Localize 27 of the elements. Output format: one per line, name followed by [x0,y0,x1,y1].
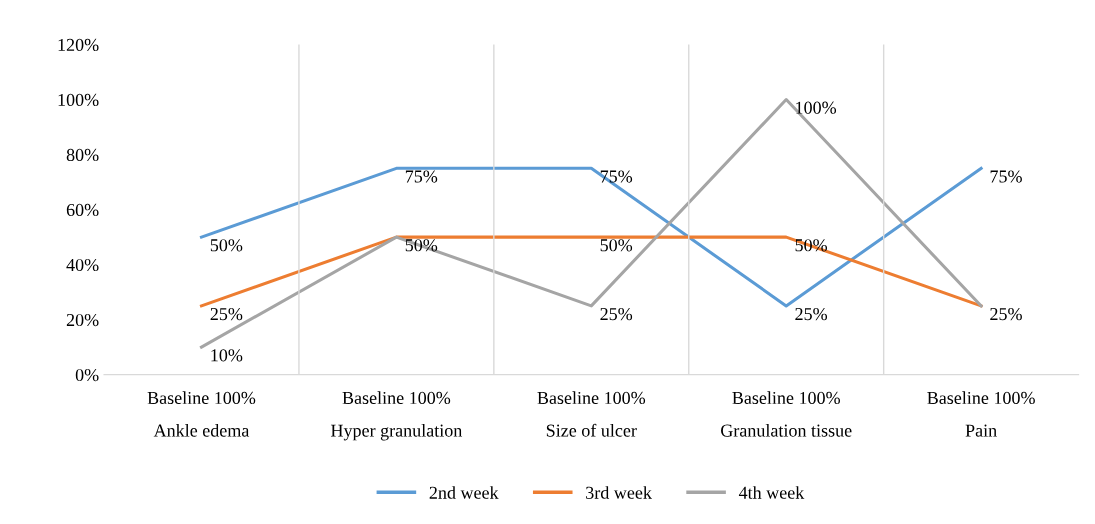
y-tick-label: 100% [58,93,99,107]
x-tick-label: Baseline 100% Ankle edema [147,391,256,437]
data-label: 25% [795,307,828,321]
x-tick-label: Baseline 100% Granulation tissue [721,391,852,437]
legend-label: 2nd week [429,486,499,499]
data-label: 75% [990,170,1022,183]
y-tick-label: 80% [66,148,99,162]
y-tick-label: 0% [75,368,99,382]
x-tick-label: Baseline 100% Size of ulcer [537,391,646,437]
y-tick-label: 40% [66,258,99,272]
data-label: 100% [796,101,837,114]
data-label: 10% [211,349,243,362]
data-label: 25% [600,307,633,321]
data-label: 50% [600,239,633,252]
data-label: 25% [210,307,243,321]
y-tick-label: 60% [66,203,99,217]
x-tick-label: Baseline 100% Pain [927,391,1035,437]
y-tick-label: 120% [58,38,99,52]
x-tick-label: Baseline 100% Hyper granulation [330,391,463,441]
data-label: 25% [990,307,1022,321]
data-label: 50% [210,239,243,252]
data-label: 75% [405,170,438,183]
line-series [199,98,983,349]
legend-label: 4th week [738,486,805,499]
y-tick-label: 20% [66,313,99,327]
data-label: 50% [405,239,438,252]
legend-label: 3rd week [586,486,652,499]
